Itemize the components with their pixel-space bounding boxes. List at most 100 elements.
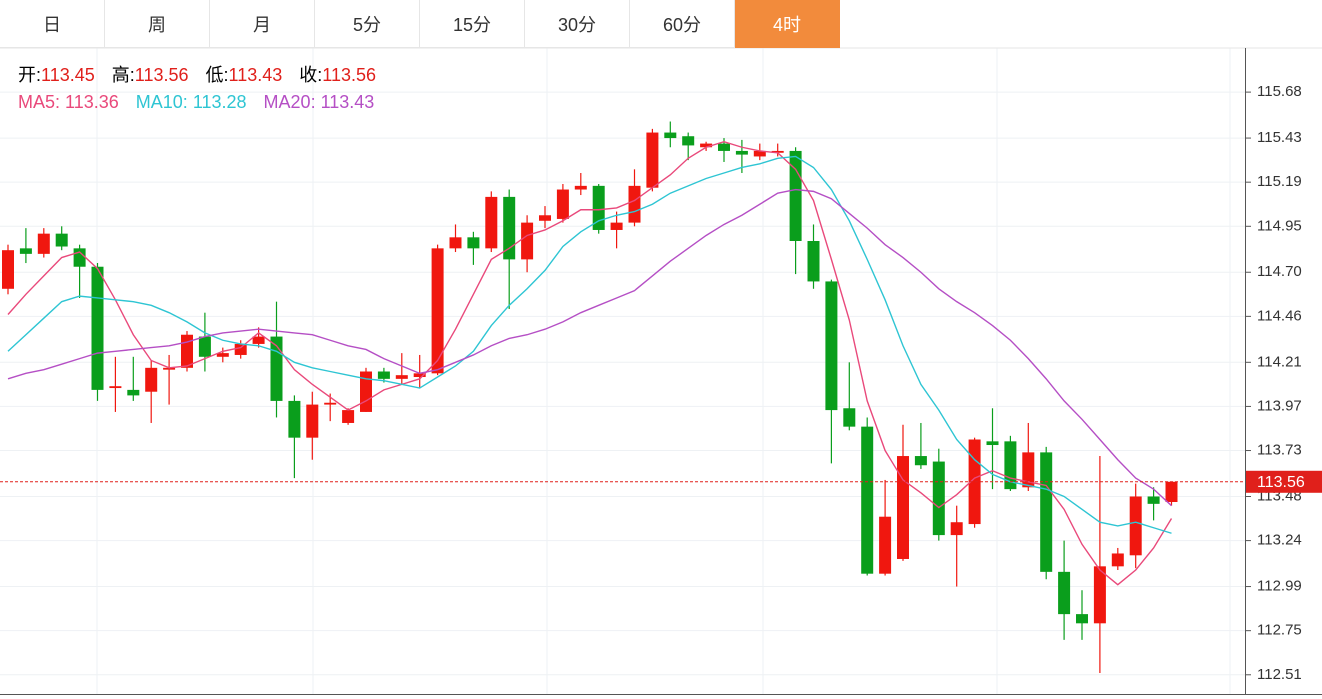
candle-body xyxy=(825,281,838,411)
candle-body xyxy=(700,143,713,148)
candle-body xyxy=(646,132,659,188)
ohlc-value: 113.56 xyxy=(322,65,376,85)
candle-body xyxy=(252,336,265,344)
candle-body xyxy=(37,233,50,254)
candle-body xyxy=(1129,496,1142,556)
candle-body xyxy=(1058,571,1071,615)
ma-line xyxy=(7,141,1173,586)
candle-body xyxy=(986,441,999,446)
candle-body xyxy=(449,237,462,249)
candle-body xyxy=(163,367,176,370)
candle-body xyxy=(73,248,86,267)
candle-body xyxy=(753,150,766,157)
candle-body xyxy=(914,456,927,466)
y-tick-label: 114.46 xyxy=(1257,307,1302,324)
y-tick-label: 114.70 xyxy=(1257,263,1302,280)
candle-body xyxy=(181,334,193,368)
candle-body xyxy=(413,373,426,378)
candle-body xyxy=(1093,566,1106,624)
ohlc-label: 收: xyxy=(299,65,323,85)
y-tick-label: 115.43 xyxy=(1257,129,1302,146)
candle-body xyxy=(377,371,390,379)
candle-body xyxy=(682,136,695,146)
candle-body xyxy=(610,222,623,230)
ohlc-legend: 开:113.45 高:113.56 低:113.43 收:113.56 xyxy=(18,62,388,89)
y-tick-label: 115.68 xyxy=(1257,83,1302,100)
y-tick-label: 113.73 xyxy=(1257,442,1302,459)
candle-body xyxy=(395,375,408,379)
candle-body xyxy=(91,266,104,390)
candle-body xyxy=(932,461,945,536)
candle-body xyxy=(556,189,569,219)
candle-body xyxy=(127,389,140,396)
candle-body xyxy=(109,386,122,389)
candle-body xyxy=(145,367,158,392)
candle-body xyxy=(664,132,677,139)
candle-body xyxy=(718,143,730,151)
ohlc-label: 低: xyxy=(205,65,229,85)
candle-body xyxy=(861,426,874,574)
candle-body xyxy=(306,404,319,438)
candle-body xyxy=(789,150,802,241)
candle-body xyxy=(1147,496,1160,504)
y-tick-label: 115.19 xyxy=(1257,173,1302,190)
candle-body xyxy=(485,196,498,249)
candles xyxy=(2,121,1178,673)
candle-body xyxy=(1022,452,1035,488)
ohlc-value: 113.43 xyxy=(228,65,283,85)
legend-value: 113.28 xyxy=(192,92,247,112)
legend-name: MA5: xyxy=(18,92,61,112)
ohlc-value: 113.45 xyxy=(41,65,95,85)
candle-body xyxy=(574,185,587,190)
candle-body xyxy=(735,150,748,155)
ma-line xyxy=(7,155,1172,534)
legend-value: 113.36 xyxy=(65,92,119,112)
tab[interactable]: 日 xyxy=(0,0,105,48)
candle-body xyxy=(879,516,892,574)
candle-body xyxy=(342,410,355,423)
y-tick-label: 114.21 xyxy=(1257,353,1302,370)
tab[interactable]: 4时 xyxy=(735,0,840,48)
candle-body xyxy=(521,222,534,260)
candle-body xyxy=(843,408,856,427)
candle-body xyxy=(2,250,14,289)
candle-body xyxy=(324,402,337,405)
y-tick-label: 113.97 xyxy=(1257,397,1302,414)
candle-body xyxy=(807,240,820,282)
last-price-box xyxy=(1246,470,1322,493)
y-tick-label: 113.24 xyxy=(1257,532,1302,549)
candle-body xyxy=(968,439,981,525)
tab[interactable]: 15分 xyxy=(420,0,525,48)
tab[interactable]: 周 xyxy=(105,0,210,48)
legend-name: MA20: xyxy=(263,92,316,112)
candle-body xyxy=(1165,481,1178,503)
candle-body xyxy=(431,248,444,374)
tab[interactable]: 60分 xyxy=(630,0,735,48)
tab[interactable]: 30分 xyxy=(525,0,630,48)
candle-body xyxy=(234,343,247,355)
ohlc-label: 开: xyxy=(18,65,42,85)
candle-body xyxy=(1076,614,1088,624)
tab[interactable]: 月 xyxy=(210,0,315,48)
candle-body xyxy=(771,150,784,153)
candle-body xyxy=(198,336,211,357)
legend-value: 113.43 xyxy=(320,92,375,112)
candle-body xyxy=(216,353,229,357)
candle-body xyxy=(950,522,963,536)
legend-name: MA10: xyxy=(135,92,188,112)
candle-body xyxy=(503,196,516,260)
ohlc-value: 113.56 xyxy=(134,65,189,85)
y-tick-label: 112.51 xyxy=(1257,666,1302,683)
candle-body xyxy=(1111,553,1124,567)
y-tick-label: 114.95 xyxy=(1257,217,1302,234)
candle-body xyxy=(55,233,68,247)
y-tick-label: 112.99 xyxy=(1257,578,1302,595)
ma-legend: MA5: 113.36 MA10: 113.28 MA20: 113.43 xyxy=(18,89,388,116)
candle-body xyxy=(1040,452,1053,572)
candle-body xyxy=(467,237,480,249)
tab[interactable]: 5分 xyxy=(315,0,420,48)
candle-body xyxy=(539,215,551,221)
ohlc-label: 高: xyxy=(111,65,135,85)
